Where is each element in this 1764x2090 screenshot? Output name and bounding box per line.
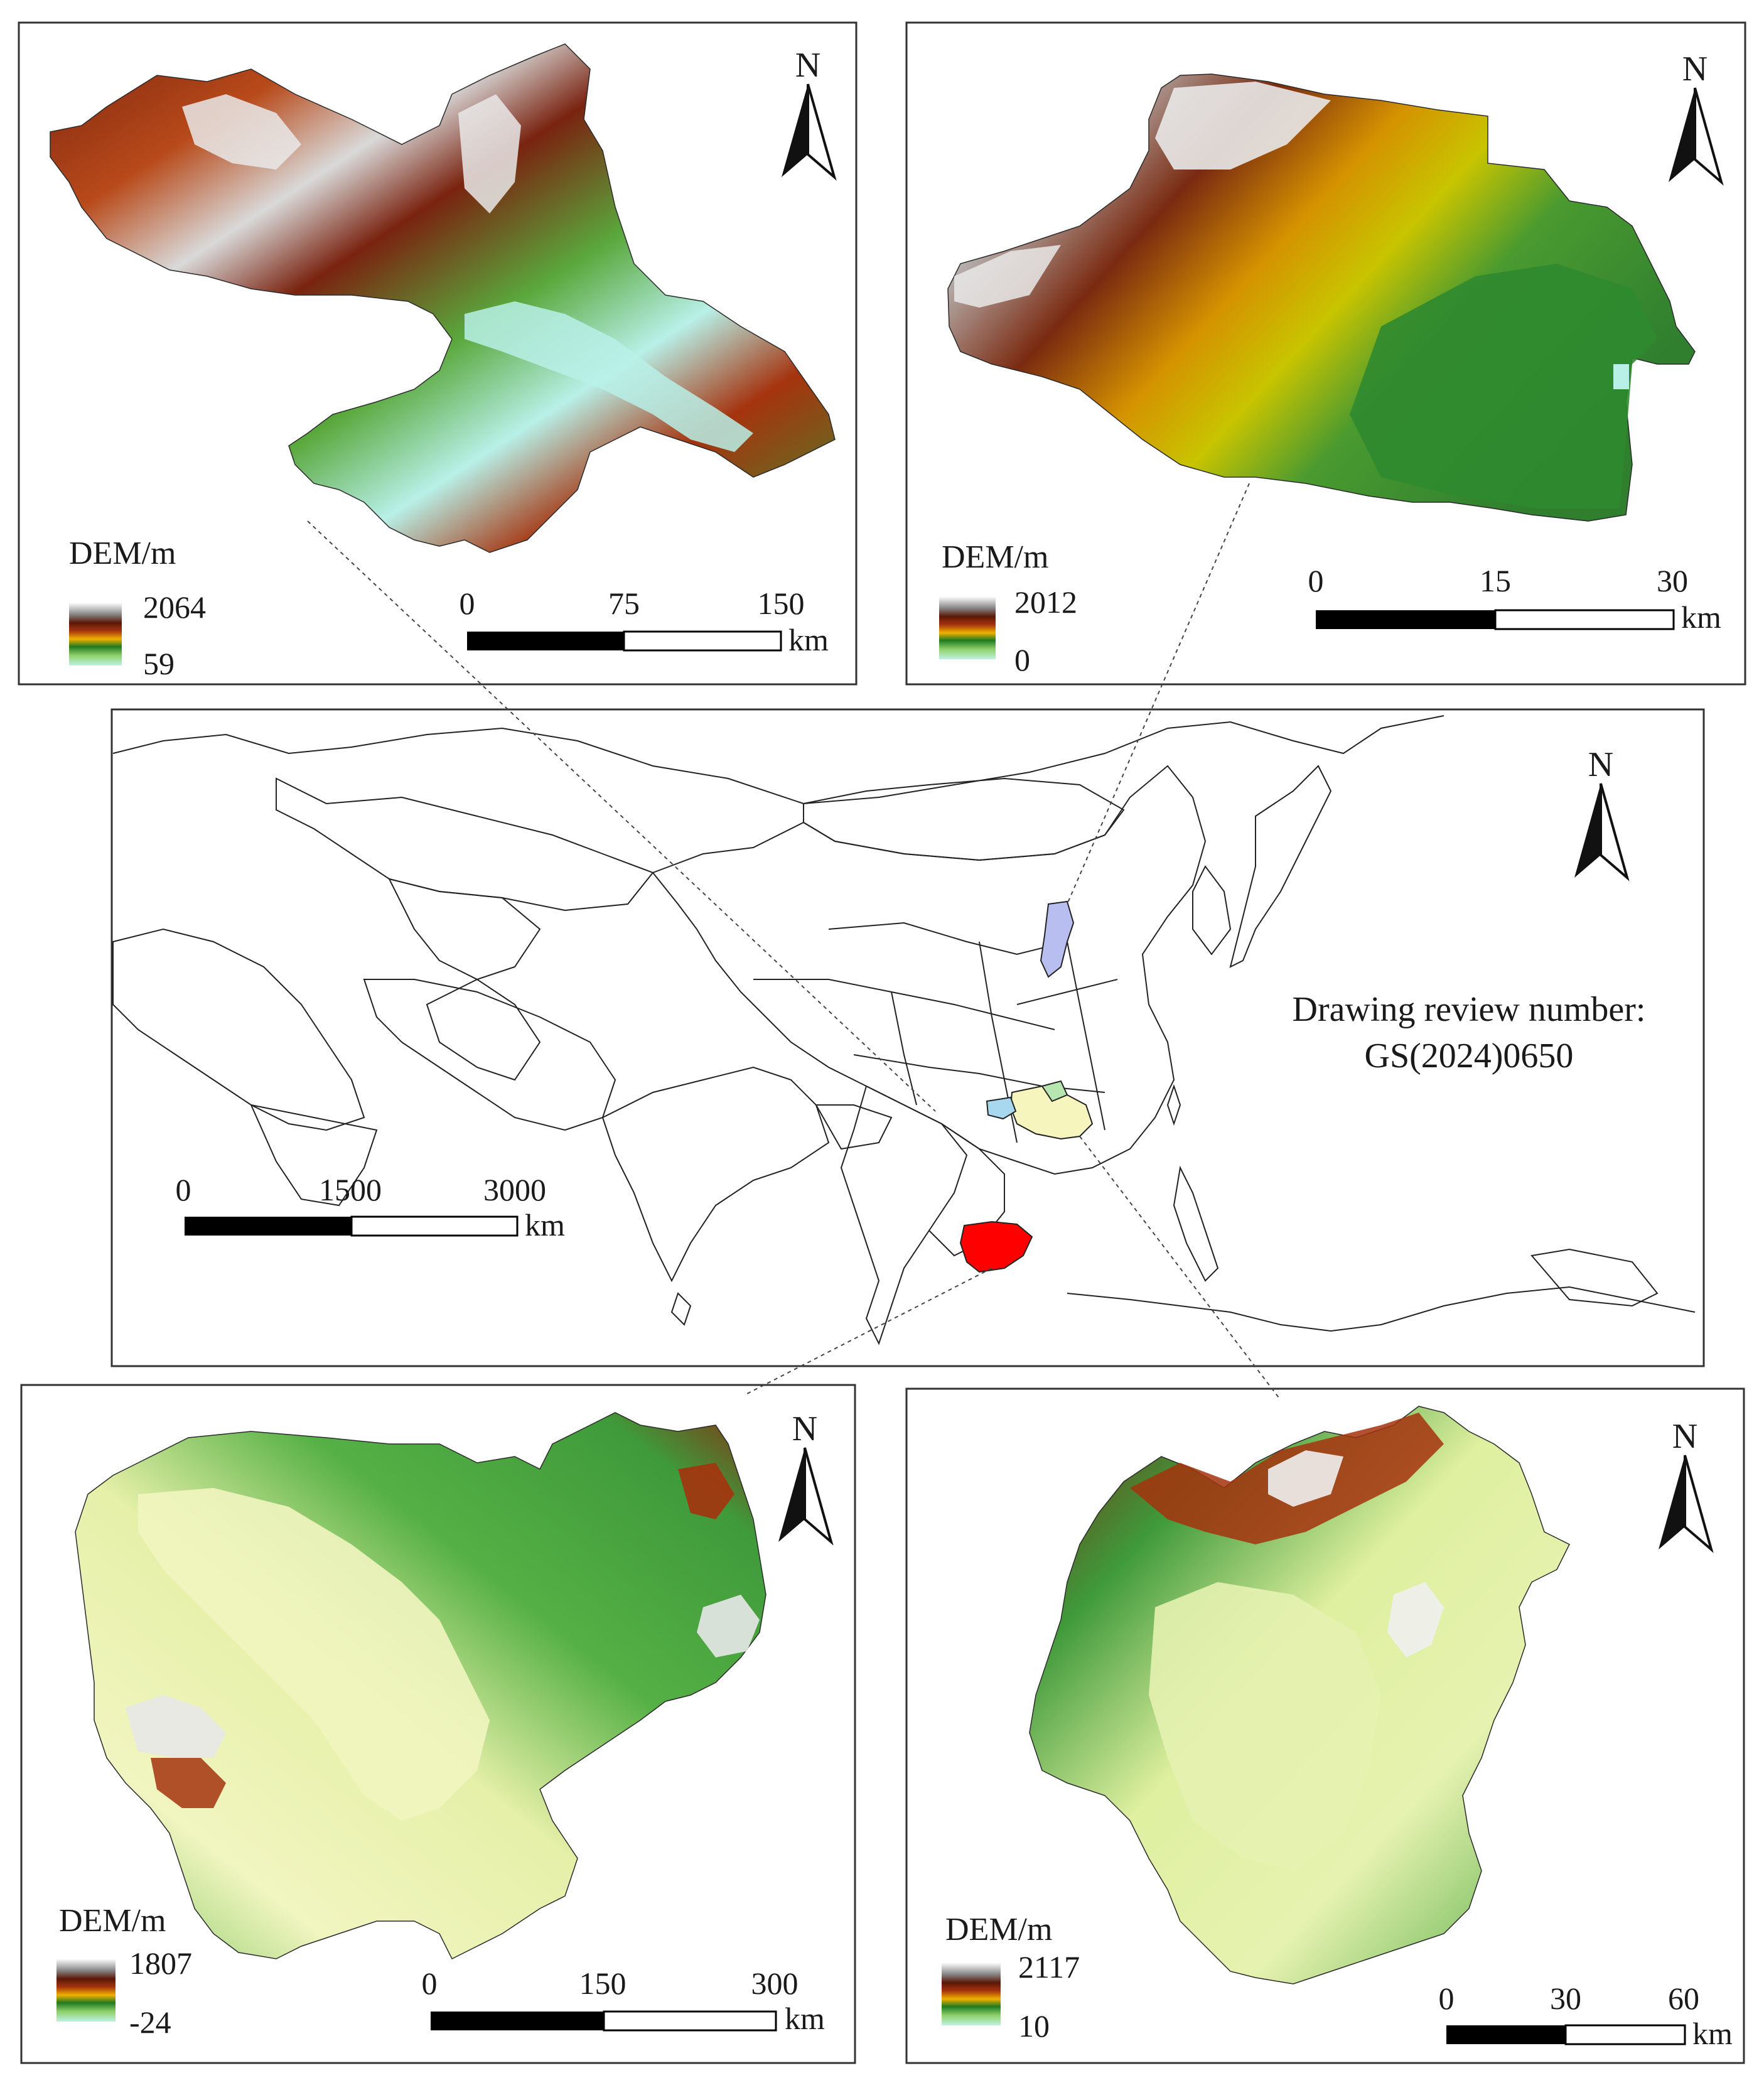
bottom-right-scale-tick-0: 0 — [1439, 1981, 1455, 2016]
top-left-scale-unit: km — [788, 622, 829, 657]
bottom-left-north-arrow-icon — [778, 1447, 834, 1546]
top-right-highland-white-2 — [954, 245, 1061, 308]
top-left-dem-region — [50, 43, 836, 553]
top-right-legend-colorbar — [939, 596, 996, 659]
main-scale-unit: km — [525, 1207, 565, 1242]
bottom-right-legend-colorbar — [942, 1963, 1001, 2025]
top-right-scale-tick-2: 30 — [1657, 563, 1688, 598]
top-right-scale-bar-black — [1316, 610, 1495, 629]
highlight-cambodia — [959, 1220, 1033, 1273]
bottom-right-north-white — [1268, 1450, 1343, 1507]
bottom-left-scale-tick-2: 300 — [751, 1966, 799, 2001]
top-left-legend-colorbar — [69, 603, 122, 665]
top-left-scale-tick-1: 75 — [608, 586, 640, 621]
bottom-right-scale-tick-1: 30 — [1550, 1981, 1581, 2016]
top-right-water-patch — [1613, 364, 1629, 389]
main-north-label: N — [1588, 745, 1613, 784]
bottom-right-central-plain — [1149, 1582, 1381, 1871]
bottom-left-legend-min: -24 — [129, 2005, 171, 2040]
bottom-left-scale-tick-0: 0 — [422, 1966, 438, 2001]
bottom-left-scale-unit: km — [785, 2001, 825, 2036]
top-left-highland-white — [182, 94, 301, 170]
panel-top-right: N DEM/m 2012 0 0 15 30 km — [939, 50, 1724, 677]
bottom-left-ne-highland — [678, 1463, 734, 1519]
main-scale-tick-1: 1500 — [319, 1172, 382, 1207]
top-right-legend-max: 2012 — [1014, 584, 1077, 620]
top-right-north-label: N — [1682, 50, 1708, 89]
main-north-arrow-icon — [1574, 783, 1630, 881]
top-left-scale-tick-0: 0 — [460, 586, 475, 621]
bottom-right-legend-title: DEM/m — [945, 1912, 1052, 1947]
top-left-highland-white-2 — [458, 94, 521, 213]
bottom-right-legend-max: 2117 — [1018, 1949, 1080, 1985]
bottom-left-scale-bar-black — [431, 2012, 604, 2030]
review-number-line2: GS(2024)0650 — [1365, 1037, 1574, 1075]
top-left-scale-bar-white — [623, 630, 782, 652]
top-right-scale-tick-0: 0 — [1308, 563, 1324, 598]
top-left-north-label: N — [795, 46, 820, 85]
review-number-line1: Drawing review number: — [1293, 990, 1646, 1029]
bottom-right-legend-min: 10 — [1018, 2008, 1050, 2044]
bottom-left-legend-title: DEM/m — [59, 1903, 166, 1939]
top-right-highland-white — [1155, 82, 1331, 170]
bottom-right-east-white — [1387, 1582, 1444, 1657]
bottom-left-east-highland-white — [697, 1595, 760, 1657]
top-right-legend-min: 0 — [1014, 642, 1030, 677]
bottom-right-north-arrow-icon — [1659, 1455, 1714, 1553]
top-left-legend-min: 59 — [143, 646, 175, 681]
bottom-left-scale-tick-1: 150 — [579, 1966, 627, 2001]
panel-bottom-right: N DEM/m 2117 10 0 30 60 km — [942, 1406, 1733, 2051]
top-left-valley — [465, 301, 753, 452]
panel-top-left: N DEM/m 2064 59 0 75 150 km — [50, 43, 837, 681]
bottom-right-scale-bar-white — [1564, 2024, 1686, 2045]
top-left-legend-title: DEM/m — [69, 536, 176, 571]
country-boundaries — [112, 715, 1696, 1345]
bottom-right-scale-bar-black — [1446, 2025, 1566, 2044]
bottom-left-legend-colorbar — [56, 1959, 116, 2022]
main-scale-bar-white — [350, 1215, 519, 1237]
top-right-north-arrow-icon — [1669, 87, 1724, 186]
bottom-left-legend-max: 1807 — [129, 1946, 192, 1981]
bottom-right-scale-unit: km — [1692, 2016, 1733, 2051]
panel-bottom-left: N DEM/m 1807 -24 0 150 300 km — [56, 1409, 834, 2040]
top-right-scale-tick-1: 15 — [1480, 563, 1511, 598]
top-left-legend-max: 2064 — [143, 590, 206, 625]
leader-lines — [307, 483, 1281, 1401]
top-left-north-arrow-icon — [782, 83, 837, 181]
bottom-left-north-label: N — [792, 1409, 817, 1448]
highlight-guangxi-west — [986, 1096, 1017, 1120]
top-left-scale-bar-black — [467, 632, 624, 650]
main-scale-tick-2: 3000 — [483, 1172, 546, 1207]
bottom-left-tonle-sap-plain — [138, 1488, 490, 1821]
bottom-left-cardamom-red — [151, 1758, 226, 1808]
top-right-scale-bar-white — [1494, 609, 1675, 630]
highlight-shanxi — [1040, 900, 1075, 978]
bottom-left-scale-bar-white — [603, 2010, 777, 2032]
top-right-lowland — [1350, 264, 1657, 509]
main-map-frame — [110, 708, 1705, 1367]
bottom-right-scale-tick-2: 60 — [1668, 1981, 1699, 2016]
top-left-scale-tick-2: 150 — [758, 586, 805, 621]
main-scale-bar-black — [185, 1217, 352, 1236]
top-right-scale-unit: km — [1681, 600, 1721, 635]
bottom-right-north-label: N — [1672, 1417, 1697, 1456]
main-scale-tick-0: 0 — [176, 1172, 191, 1207]
main-map: N Drawing review number: GS(2024)0650 0 … — [112, 483, 1696, 1401]
top-right-legend-title: DEM/m — [942, 539, 1048, 575]
bottom-left-cardamom-highlands — [126, 1695, 226, 1758]
highlight-guangxi-north — [1041, 1080, 1068, 1102]
